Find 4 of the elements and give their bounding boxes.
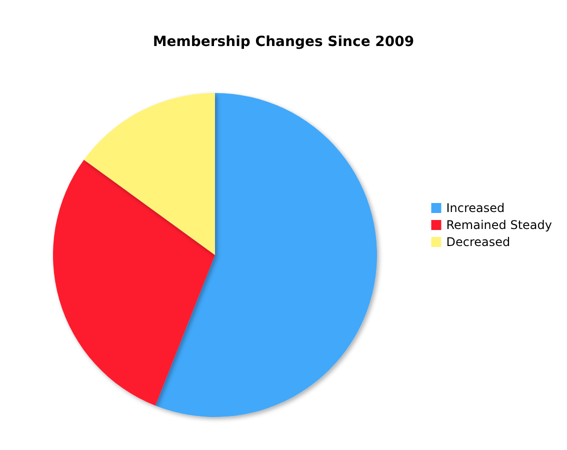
- legend-label: Decreased: [446, 235, 510, 249]
- legend-label: Increased: [446, 201, 505, 215]
- chart-title: Membership Changes Since 2009: [152, 34, 414, 50]
- legend-label: Remained Steady: [446, 218, 552, 232]
